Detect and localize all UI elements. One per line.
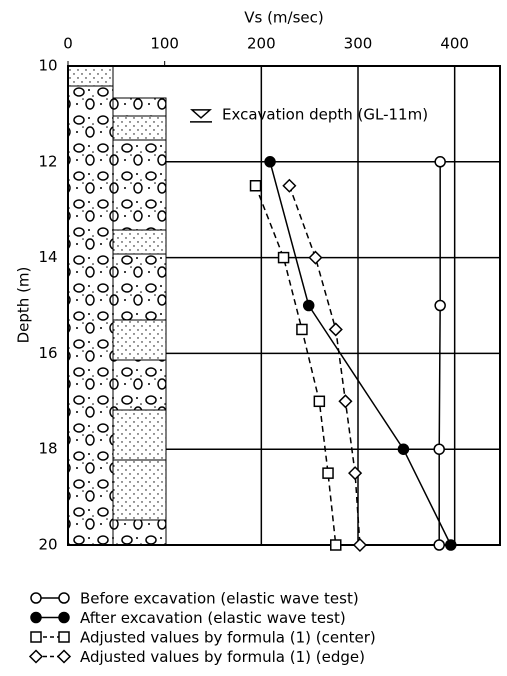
x-tick-label: 0	[63, 35, 73, 53]
series-line	[288, 185, 361, 546]
point	[433, 443, 445, 455]
point	[352, 537, 367, 553]
y-tick-label: 20	[38, 536, 57, 554]
y-tick-label: 18	[38, 440, 57, 458]
point	[322, 467, 334, 479]
point	[434, 299, 446, 312]
series-line	[254, 185, 337, 546]
point	[296, 323, 308, 336]
x-tick-label: 100	[150, 35, 179, 53]
point	[308, 250, 323, 265]
y-axis-label: Depth (m)	[15, 267, 33, 344]
point	[330, 539, 342, 551]
x-tick-label: 400	[440, 35, 469, 53]
point	[264, 156, 276, 168]
legend-marker	[30, 631, 42, 643]
point	[277, 251, 290, 264]
point	[338, 394, 353, 409]
legend-marker	[58, 592, 70, 604]
annotation: Excavation depth (GL-11m)	[222, 105, 428, 123]
point	[313, 395, 326, 408]
series-line	[438, 161, 441, 545]
soil-column	[67, 65, 167, 546]
chart-title: Vs (m/sec)	[244, 9, 324, 27]
point	[348, 466, 363, 481]
legend-label: Adjusted values by formula (1) (edge)	[80, 648, 365, 666]
x-tick-label: 300	[344, 35, 373, 53]
point	[302, 299, 315, 312]
point	[282, 178, 297, 193]
y-tick-label: 16	[38, 344, 57, 362]
legend-marker	[28, 649, 44, 664]
point	[434, 156, 446, 168]
point	[433, 539, 445, 551]
annotation-marker	[190, 109, 212, 123]
legend-marker	[30, 611, 42, 624]
y-tick-label: 12	[38, 152, 57, 170]
point	[397, 443, 410, 455]
legend: Before excavation (elastic wave test)Aft…	[28, 590, 376, 666]
y-tick-label: 14	[38, 248, 57, 266]
point	[249, 180, 262, 192]
y-tick-label: 10	[38, 57, 57, 75]
legend-marker	[58, 611, 70, 624]
point	[328, 322, 343, 337]
series-line	[269, 161, 452, 546]
legend-marker	[56, 649, 72, 664]
x-tick-label: 200	[247, 35, 276, 53]
legend-marker	[58, 631, 70, 643]
legend-label: Before excavation (elastic wave test)	[80, 590, 359, 608]
legend-label: Adjusted values by formula (1) (center)	[80, 629, 376, 647]
point	[445, 539, 457, 551]
legend-label: After excavation (elastic wave test)	[80, 609, 346, 627]
legend-marker	[30, 592, 42, 604]
